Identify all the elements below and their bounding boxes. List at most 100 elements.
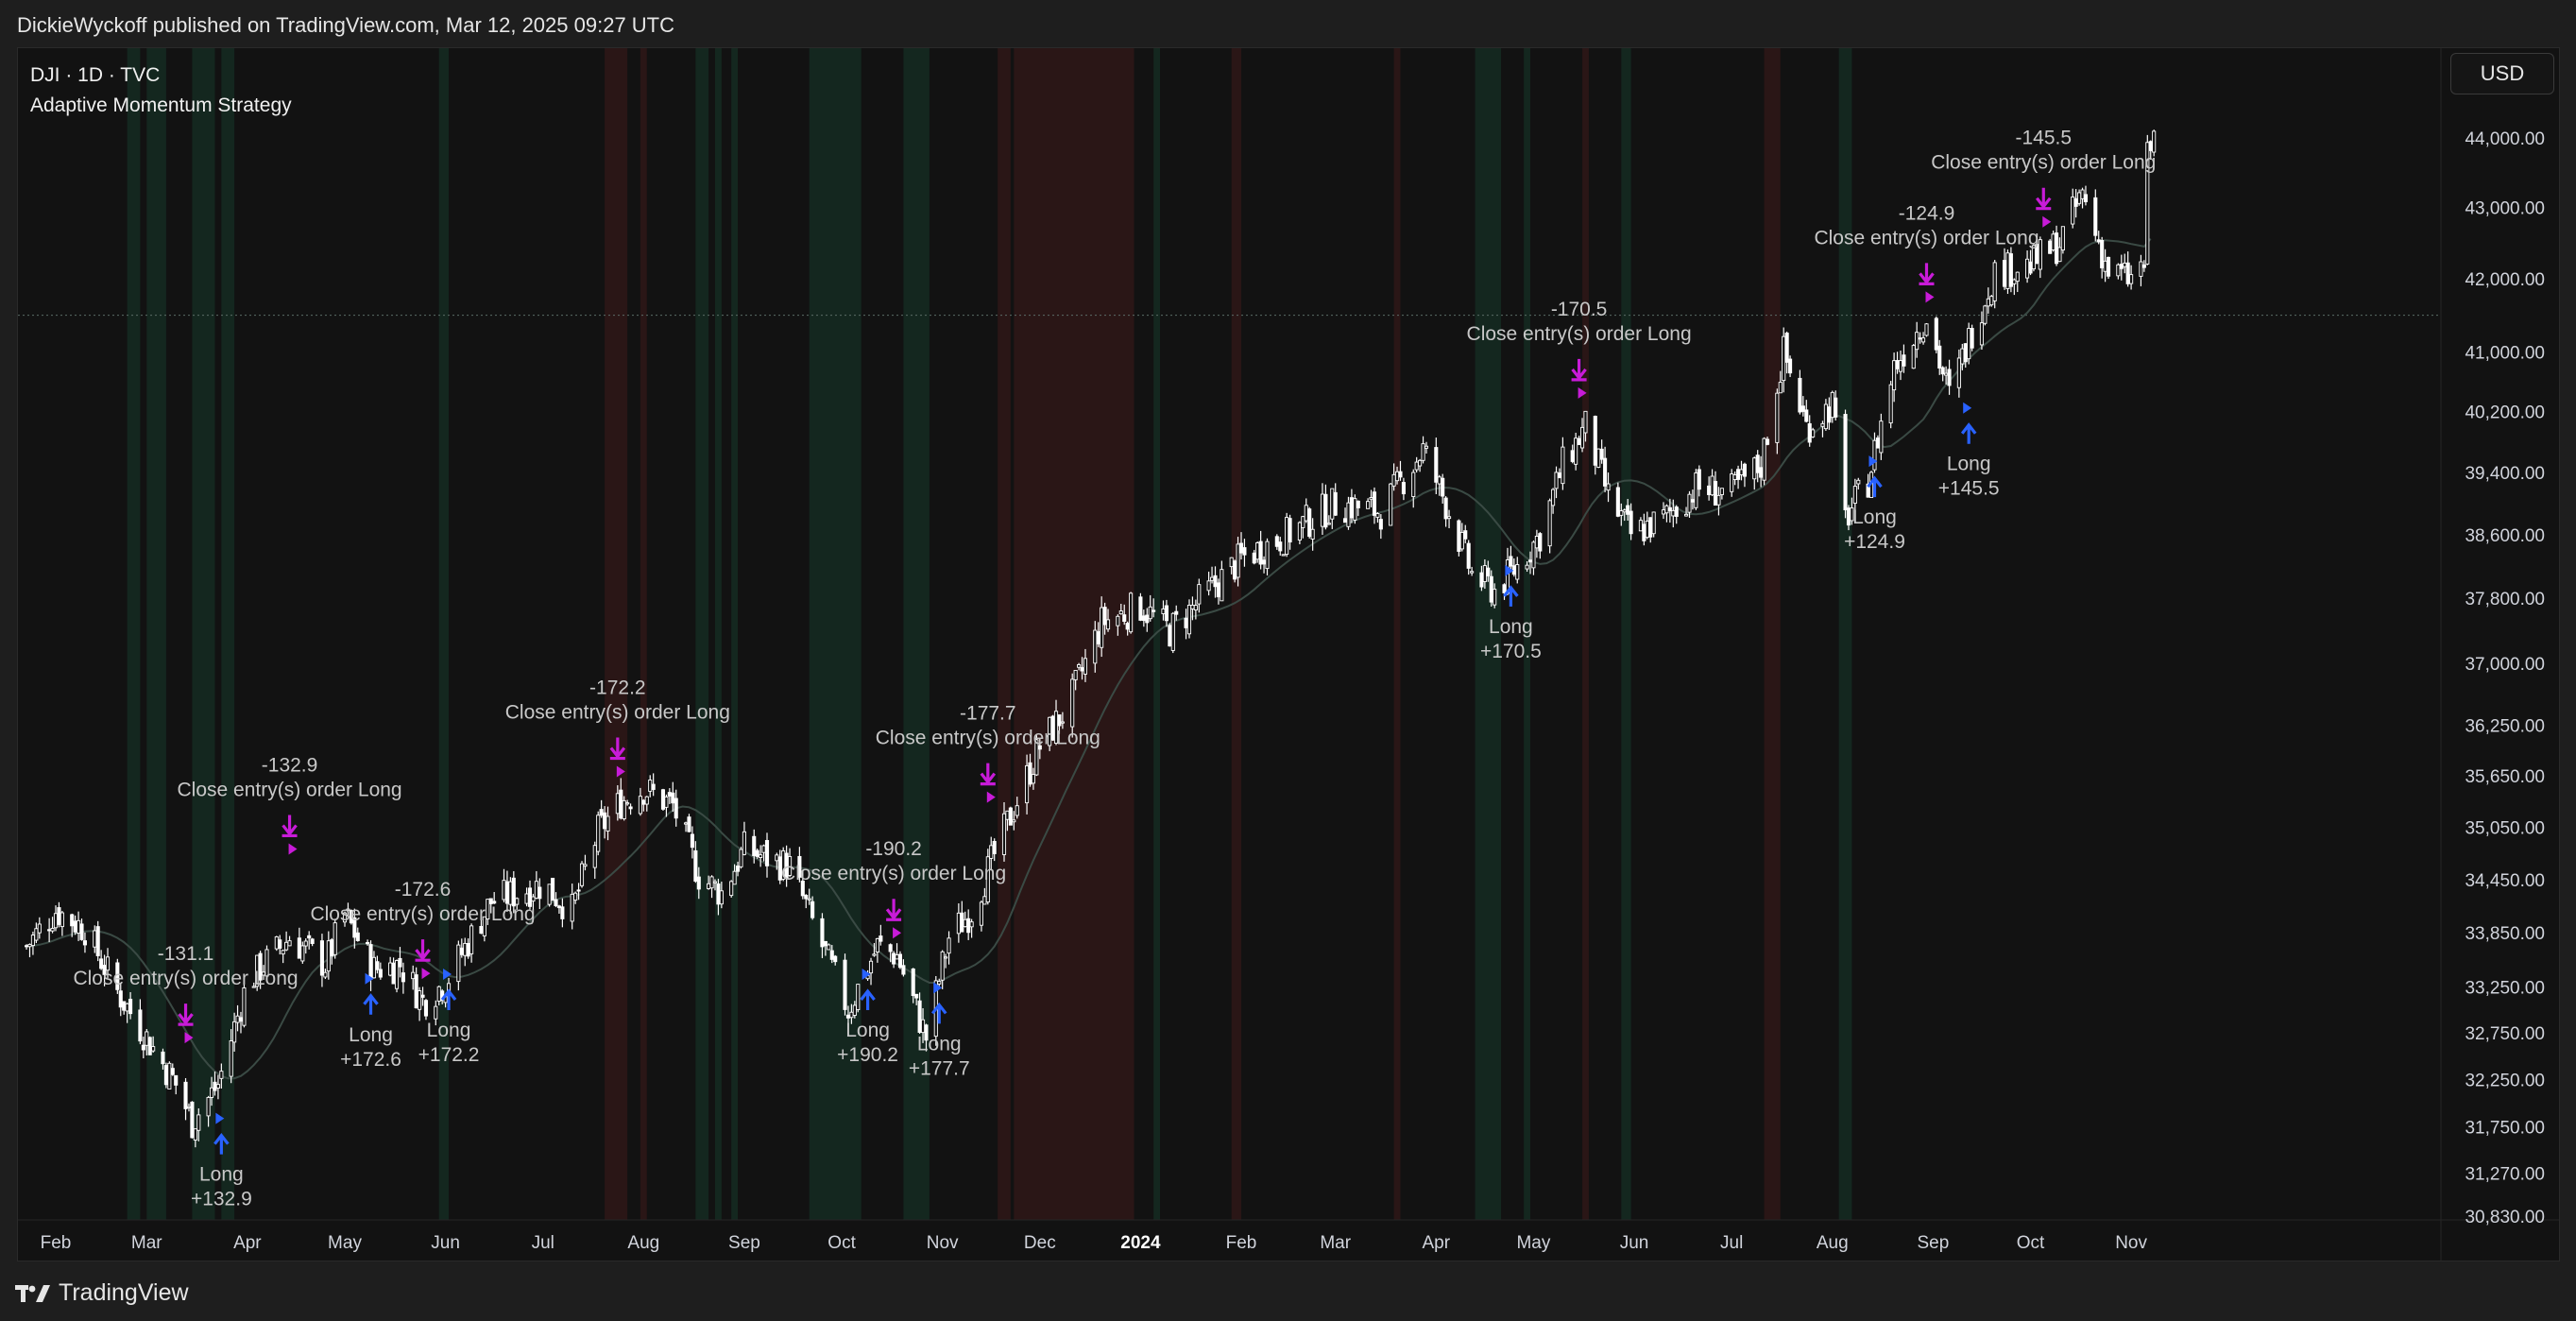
brand[interactable]: TradingView xyxy=(15,1279,189,1307)
candle-body[interactable] xyxy=(1391,473,1396,487)
candle-body[interactable] xyxy=(391,962,396,985)
candle-body[interactable] xyxy=(1418,459,1423,467)
candle-body[interactable] xyxy=(1356,500,1360,508)
candle-body[interactable] xyxy=(1940,367,1945,375)
candle-body[interactable] xyxy=(1482,565,1487,582)
candle-body[interactable] xyxy=(641,799,646,805)
candle-body[interactable] xyxy=(603,812,607,830)
candle-body[interactable] xyxy=(25,945,29,948)
candle-body[interactable] xyxy=(2071,196,2075,225)
candle-body[interactable] xyxy=(638,796,642,815)
candle-body[interactable] xyxy=(1378,519,1383,530)
candle-body[interactable] xyxy=(401,972,405,983)
candle-body[interactable] xyxy=(1070,678,1075,728)
candle-body[interactable] xyxy=(151,1046,156,1052)
candle-body[interactable] xyxy=(459,947,464,955)
candle-body[interactable] xyxy=(1466,542,1471,569)
candle-body[interactable] xyxy=(1301,516,1305,528)
candle-body[interactable] xyxy=(1830,391,1834,419)
candle-body[interactable] xyxy=(1148,606,1152,620)
candle-body[interactable] xyxy=(1593,416,1597,466)
candle-body[interactable] xyxy=(1288,518,1292,543)
candle-body[interactable] xyxy=(1125,623,1130,630)
candle-body[interactable] xyxy=(1320,493,1325,527)
candle-body[interactable] xyxy=(1937,345,1942,369)
candle-body[interactable] xyxy=(764,840,770,866)
candle-body[interactable] xyxy=(1389,483,1393,526)
candle-body[interactable] xyxy=(833,955,838,963)
candle-body[interactable] xyxy=(897,953,903,969)
candle-body[interactable] xyxy=(1622,509,1627,513)
strategy-label[interactable]: Adaptive Momentum Strategy xyxy=(30,94,292,116)
candle-body[interactable] xyxy=(170,1068,175,1075)
candle-body[interactable] xyxy=(1170,612,1175,651)
candle-body[interactable] xyxy=(346,908,350,911)
candle-body[interactable] xyxy=(911,968,915,997)
candle-body[interactable] xyxy=(1434,447,1439,483)
candle-body[interactable] xyxy=(1852,486,1857,504)
chart-frame[interactable]: 44,000.00 43,000.00 42,000.00 41,000.00 40,2… xyxy=(17,47,2560,1261)
candle-body[interactable] xyxy=(1073,670,1078,680)
candle-body[interactable] xyxy=(398,957,402,968)
candle-body[interactable] xyxy=(1732,474,1737,480)
candle-body[interactable] xyxy=(1606,483,1611,491)
candle-body[interactable] xyxy=(2148,141,2153,151)
candle-body[interactable] xyxy=(596,815,601,852)
candle-body[interactable] xyxy=(1100,607,1104,648)
candle-body[interactable] xyxy=(1918,337,1922,340)
candle-body[interactable] xyxy=(1525,564,1529,570)
candle-body[interactable] xyxy=(1005,810,1010,820)
candle-body[interactable] xyxy=(1664,505,1669,514)
candle-body[interactable] xyxy=(2077,192,2082,204)
candle-body[interactable] xyxy=(138,1009,143,1042)
candle-body[interactable] xyxy=(551,877,555,901)
candle-body[interactable] xyxy=(1983,305,1987,324)
candle-body[interactable] xyxy=(1077,664,1082,668)
candle-body[interactable] xyxy=(1782,335,1786,382)
candle-body[interactable] xyxy=(486,899,490,920)
candle-body[interactable] xyxy=(1186,604,1192,635)
candle-body[interactable] xyxy=(378,969,383,978)
candle-body[interactable] xyxy=(482,916,486,936)
candle-body[interactable] xyxy=(264,949,269,977)
candle-body[interactable] xyxy=(1479,572,1484,588)
candle-body[interactable] xyxy=(196,1114,201,1131)
candle-body[interactable] xyxy=(1713,481,1718,506)
candle-body[interactable] xyxy=(371,956,377,979)
candle-body[interactable] xyxy=(1557,472,1562,479)
candle-body[interactable] xyxy=(1626,505,1630,515)
candle-body[interactable] xyxy=(235,1015,240,1023)
candle-body[interactable] xyxy=(27,943,32,948)
candle-body[interactable] xyxy=(982,896,987,905)
candle-body[interactable] xyxy=(1843,414,1848,511)
candle-body[interactable] xyxy=(355,932,360,941)
candle-body[interactable] xyxy=(599,809,604,816)
candle-body[interactable] xyxy=(1911,345,1916,369)
candle-body[interactable] xyxy=(1511,565,1516,575)
candle-body[interactable] xyxy=(651,783,656,790)
candle-body[interactable] xyxy=(829,950,834,960)
candle-body[interactable] xyxy=(1811,429,1816,437)
candle-body[interactable] xyxy=(281,950,285,955)
candle-body[interactable] xyxy=(940,951,945,981)
candle-body[interactable] xyxy=(1001,813,1007,855)
candle-body[interactable] xyxy=(287,940,292,947)
candle-body[interactable] xyxy=(1648,517,1653,538)
candle-body[interactable] xyxy=(1667,506,1672,512)
candle-body[interactable] xyxy=(1759,467,1764,478)
candle-body[interactable] xyxy=(845,1014,851,1019)
candle-body[interactable] xyxy=(2083,194,2089,202)
candle-body[interactable] xyxy=(274,936,279,950)
candle-body[interactable] xyxy=(2005,252,2010,289)
candle-body[interactable] xyxy=(966,918,971,934)
candle-body[interactable] xyxy=(1915,332,1919,351)
candle-body[interactable] xyxy=(1895,360,1900,369)
candle-body[interactable] xyxy=(1346,502,1351,527)
candle-body[interactable] xyxy=(1561,446,1565,485)
close-signal-arrow-icon[interactable] xyxy=(415,939,431,962)
candle-body[interactable] xyxy=(2051,233,2056,250)
candle-body[interactable] xyxy=(349,910,353,924)
candle-body[interactable] xyxy=(2125,262,2130,284)
candle-body[interactable] xyxy=(1323,493,1328,528)
candle-body[interactable] xyxy=(1898,360,1903,372)
